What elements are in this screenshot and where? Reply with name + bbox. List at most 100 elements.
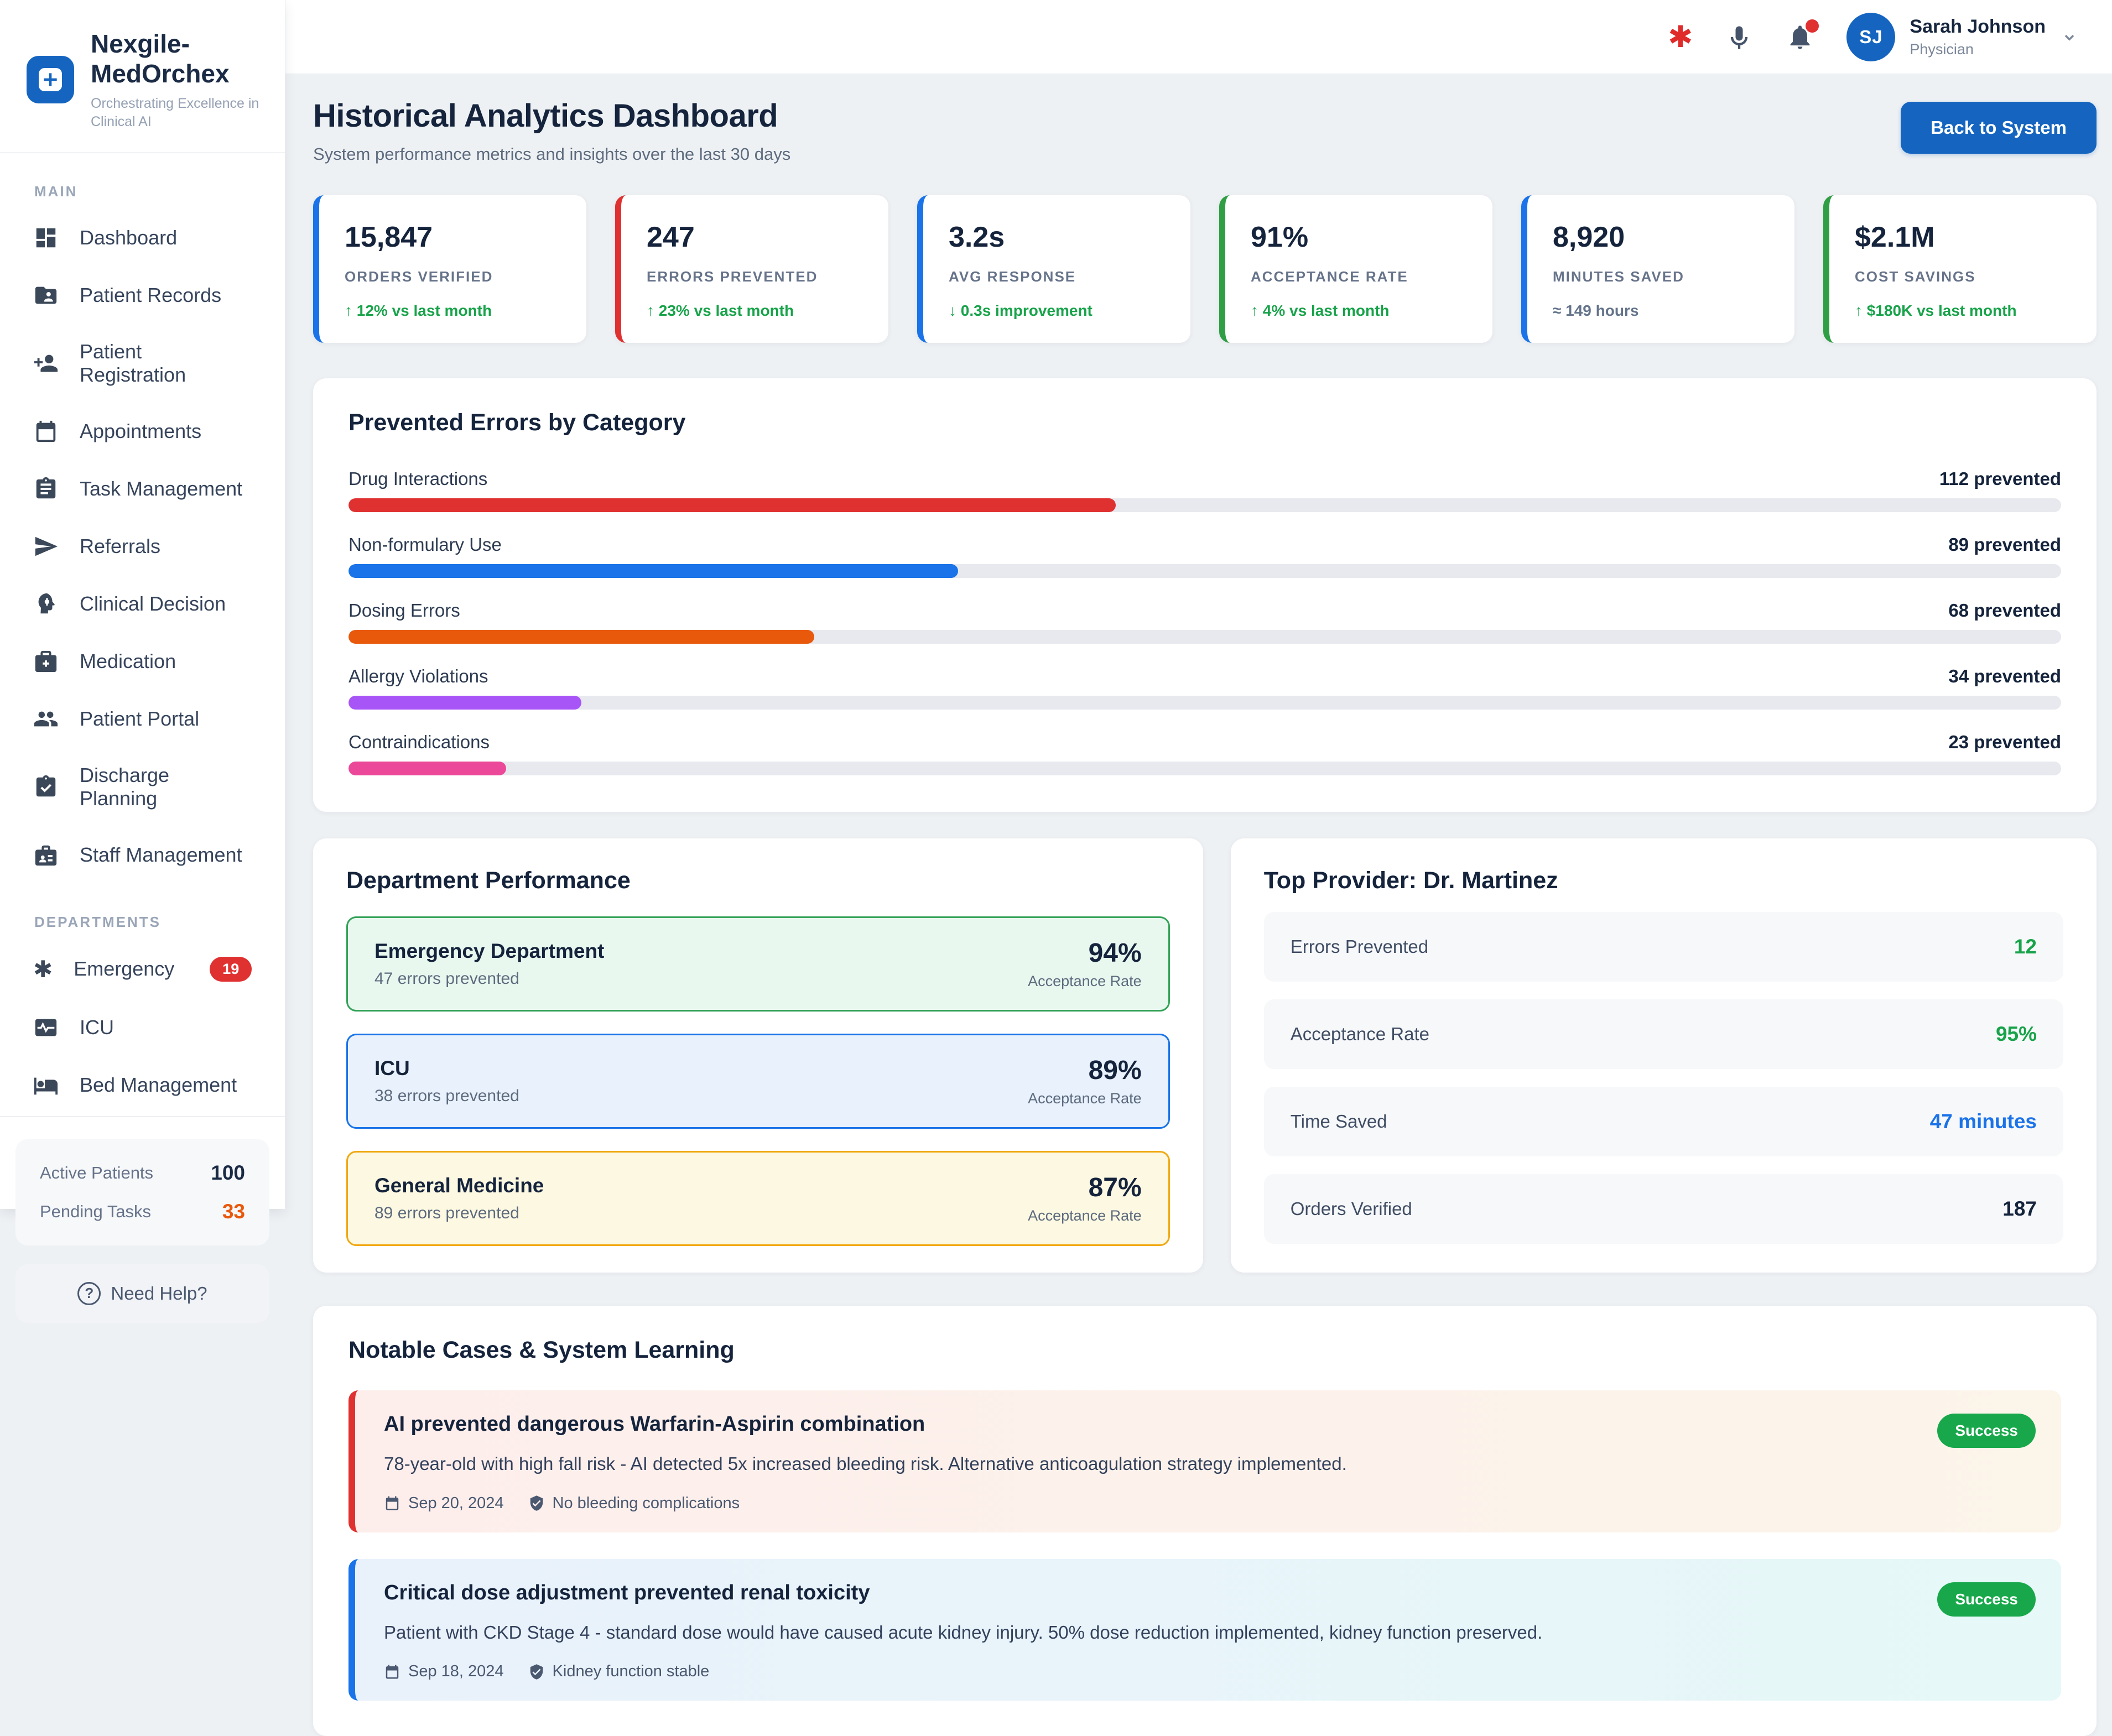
success-badge: Success <box>1937 1414 2036 1448</box>
kpi-cost-savings: $2.1M COST SAVINGS ↑ $180K vs last month <box>1823 195 2097 343</box>
id-badge-icon <box>35 845 57 866</box>
shield-check-icon <box>530 1495 543 1511</box>
clipboard-check-icon <box>36 775 56 796</box>
sidebar-item-emergency[interactable]: ✱ Emergency 19 <box>14 942 270 997</box>
notable-cases-title: Notable Cases & System Learning <box>348 1337 735 1363</box>
sidebar-item-label: Medication <box>80 649 176 672</box>
sidebar-item-label: Bed Management <box>80 1073 237 1096</box>
top-provider-panel: Top Provider: Dr. Martinez Errors Preven… <box>1230 838 2097 1273</box>
bar-category-label: Drug Interactions <box>348 468 488 489</box>
sidebar-item-label: Staff Management <box>80 843 242 866</box>
bar-category-label: Non-formulary Use <box>348 534 502 555</box>
bar-value-label: 68 prevented <box>1948 600 2061 621</box>
case-card-warfarin: AI prevented dangerous Warfarin-Aspirin … <box>348 1390 2061 1532</box>
bar-fill <box>348 564 959 578</box>
bar-track <box>348 564 2061 578</box>
need-help-button[interactable]: ? Need Help? <box>15 1264 269 1323</box>
app-logo <box>27 56 74 104</box>
sidebar-item-patient-portal[interactable]: Patient Portal <box>14 692 270 746</box>
provider-stat-row: Acceptance Rate 95% <box>1263 999 2063 1069</box>
sidebar-item-label: Appointments <box>80 419 202 442</box>
kpi-value: 3.2s <box>949 221 1005 253</box>
notifications-button[interactable] <box>1786 19 1819 51</box>
bar-track <box>348 498 2061 512</box>
sidebar-item-label: Patient Records <box>80 283 222 306</box>
kpi-label: AVG RESPONSE <box>949 268 1076 285</box>
sidebar-item-discharge-planning[interactable]: Discharge Planning <box>14 750 270 824</box>
person-add-icon <box>34 355 58 372</box>
app-title: Nexgile-MedOrchex <box>91 29 230 88</box>
sidebar-item-clinical-decision[interactable]: Clinical Decision <box>14 577 270 630</box>
department-rate: 89% <box>1088 1056 1142 1085</box>
microphone-icon[interactable] <box>1725 23 1754 51</box>
provider-stat-value: 47 minutes <box>1929 1110 2037 1133</box>
active-patients-row: Active Patients 100 <box>40 1161 245 1185</box>
kpi-trend: ≈ 149 hours <box>1553 302 1639 319</box>
pending-tasks-label: Pending Tasks <box>40 1201 152 1221</box>
sidebar-item-medication[interactable]: Medication <box>14 635 270 688</box>
sidebar-item-bed-management[interactable]: Bed Management <box>14 1059 270 1112</box>
nav-section-departments: DEPARTMENTS <box>34 913 161 930</box>
chart-bar-row: Dosing Errors 68 prevented <box>348 600 2061 644</box>
sidebar-item-dashboard[interactable]: Dashboard <box>14 211 270 264</box>
provider-stat-label: Orders Verified <box>1290 1198 1412 1219</box>
kpi-trend: ↑ 4% vs last month <box>1251 302 1390 319</box>
kpi-label: ORDERS VERIFIED <box>345 268 493 285</box>
bar-value-label: 112 prevented <box>1939 468 2061 489</box>
kpi-row: 15,847 ORDERS VERIFIED ↑ 12% vs last mon… <box>313 195 2097 343</box>
bar-fill <box>348 762 506 775</box>
chart-title: Prevented Errors by Category <box>348 409 686 436</box>
kpi-label: COST SAVINGS <box>1855 268 1976 285</box>
people-icon <box>34 711 58 726</box>
sidebar-item-staff-management[interactable]: Staff Management <box>14 828 270 882</box>
page-subtitle: System performance metrics and insights … <box>313 144 791 164</box>
sidebar-item-task-management[interactable]: Task Management <box>14 462 270 515</box>
prevented-errors-chart: Prevented Errors by Category Drug Intera… <box>313 378 2097 812</box>
department-card-general-medicine: General Medicine 89 errors prevented 87%… <box>346 1151 1170 1246</box>
emergency-asterisk-icon: ✱ <box>33 956 53 982</box>
sidebar-item-patient-registration[interactable]: Patient Registration <box>14 326 270 400</box>
bar-category-label: Dosing Errors <box>348 600 460 621</box>
pending-tasks-row: Pending Tasks 33 <box>40 1200 245 1223</box>
case-date: Sep 18, 2024 <box>384 1662 504 1681</box>
success-badge: Success <box>1937 1582 2036 1617</box>
sidebar-item-label: Emergency <box>74 957 175 981</box>
department-rate: 94% <box>1088 939 1142 968</box>
sidebar-item-icu[interactable]: ICU <box>14 1001 270 1054</box>
kpi-value: 247 <box>647 221 695 253</box>
kpi-errors-prevented: 247 ERRORS PREVENTED ↑ 23% vs last month <box>615 195 888 343</box>
sidebar-item-referrals[interactable]: Referrals <box>14 520 270 573</box>
emergency-alert-icon[interactable]: ✱ <box>1668 20 1693 54</box>
sidebar-item-patient-records[interactable]: Patient Records <box>14 269 270 322</box>
provider-stat-label: Errors Prevented <box>1290 936 1429 957</box>
notification-dot <box>1806 19 1819 33</box>
chart-bar-row: Non-formulary Use 89 prevented <box>348 534 2061 578</box>
kpi-acceptance-rate: 91% ACCEPTANCE RATE ↑ 4% vs last month <box>1219 195 1492 343</box>
back-to-system-button[interactable]: Back to System <box>1901 102 2097 154</box>
department-card-emergency: Emergency Department 47 errors prevented… <box>346 916 1170 1012</box>
kpi-label: ACCEPTANCE RATE <box>1251 268 1408 285</box>
kpi-label: ERRORS PREVENTED <box>647 268 818 285</box>
department-errors: 47 errors prevented <box>374 969 519 988</box>
chart-bar-row: Drug Interactions 112 prevented <box>348 468 2061 512</box>
bar-value-label: 89 prevented <box>1948 534 2061 555</box>
case-card-renal-toxicity: Critical dose adjustment prevented renal… <box>348 1558 2061 1701</box>
kpi-trend: ↓ 0.3s improvement <box>949 302 1093 319</box>
bar-track <box>348 630 2061 644</box>
sidebar-nav: MAIN Dashboard Patient Records Patient R… <box>0 153 285 1116</box>
provider-stat-value: 187 <box>2002 1197 2037 1220</box>
bar-value-label: 23 prevented <box>1948 732 2061 752</box>
send-icon <box>35 536 58 556</box>
kpi-minutes-saved: 8,920 MINUTES SAVED ≈ 149 hours <box>1521 195 1794 343</box>
case-outcome: Kidney function stable <box>528 1662 709 1681</box>
user-profile[interactable]: SJ Sarah Johnson Physician <box>1846 12 2079 61</box>
sidebar-quick-stats: Active Patients 100 Pending Tasks 33 <box>15 1139 269 1245</box>
bar-value-label: 34 prevented <box>1948 666 2061 686</box>
topbar: ✱ SJ Sarah Johnson Physician <box>285 0 2112 74</box>
provider-stat-row: Orders Verified 187 <box>1263 1174 2063 1244</box>
kpi-avg-response: 3.2s AVG RESPONSE ↓ 0.3s improvement <box>917 195 1190 343</box>
app-tagline: Orchestrating Excellence in Clinical AI <box>91 95 259 129</box>
sidebar-item-appointments[interactable]: Appointments <box>14 405 270 458</box>
kpi-value: 8,920 <box>1553 221 1625 253</box>
bed-icon <box>34 1077 58 1094</box>
